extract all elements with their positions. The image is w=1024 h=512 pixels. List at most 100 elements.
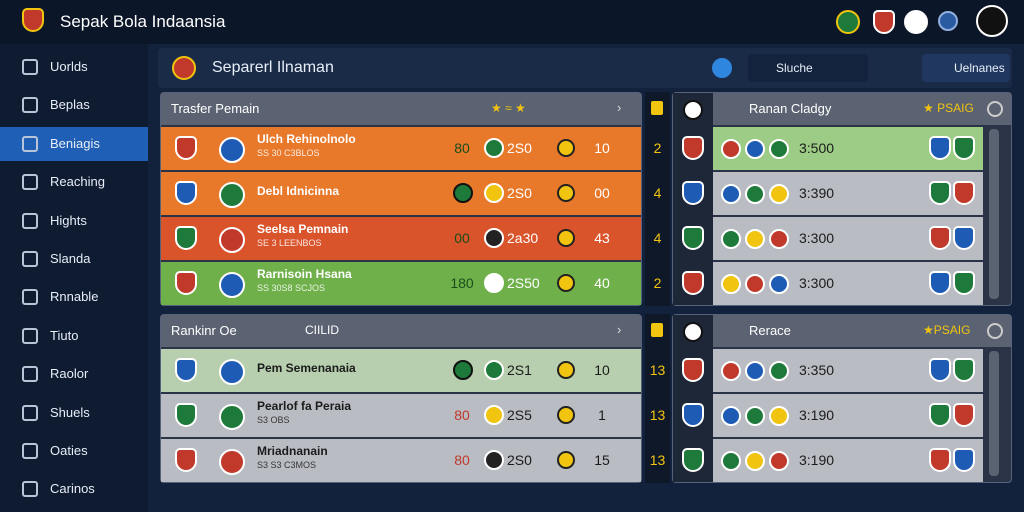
search-button[interactable]: Sluche [748,54,868,82]
club-icon [769,451,789,471]
nav-item[interactable]: Hights [0,204,148,238]
detail-row[interactable]: 3:190 [713,394,983,437]
team-badge [175,226,197,250]
count: 10 [594,140,610,156]
nav-item[interactable]: Shuels [0,396,148,430]
nav-item[interactable]: Raolor [0,357,148,391]
expand-icon[interactable]: › [617,322,622,337]
refresh-icon[interactable] [987,323,1003,339]
score: 80 [454,452,470,468]
detail-row[interactable]: 3:300 [713,217,983,260]
row[interactable]: Pearlof fa Peraia S3 OBS 80 2S5 1 [161,394,641,437]
nav-item[interactable]: Reaching [0,165,148,199]
team-badge [682,181,704,205]
team-badge [929,181,951,205]
player-sub: SS 30 C3BLOS [257,148,320,158]
club-icon [484,273,504,293]
side-number: 4 [653,230,662,246]
icon[interactable] [712,58,732,78]
nav-label: Uorlds [50,59,88,74]
panel-tag: CIILID [305,323,340,337]
value: 2S5 [507,407,532,423]
player-icon [557,406,575,424]
user-button[interactable]: Uelnanes [922,54,1010,82]
row[interactable]: Debl Idnicinna 2S0 00 [161,172,641,215]
nav-item[interactable]: Rnnable [0,280,148,314]
detail-value: 3:500 [799,140,835,156]
icon[interactable] [938,11,958,31]
team-badge [175,271,197,295]
row[interactable]: Pem Semenanaia 2S1 10 [161,349,641,392]
sidebar: Uorlds Beplas Beniagis Reaching Hights Slanda… [0,44,148,512]
header-icon[interactable] [683,100,703,120]
detail-value: 3:300 [799,230,835,246]
nav-item[interactable]: Oaties [0,434,148,468]
header-icon[interactable] [683,322,703,342]
team-badge [953,226,975,250]
nav-item[interactable]: Carinos [0,472,148,506]
club-icon [721,229,741,249]
count: 1 [598,407,606,423]
detail-title: Rerace [749,323,791,338]
detail-value: 3:190 [799,407,835,423]
row[interactable]: Ulch Rehinolnolo SS 30 C3BLOS 80 2S0 10 [161,127,641,170]
nav-icon [22,174,38,191]
detail-row[interactable]: 3:300 [713,262,983,305]
team-badge [219,404,245,430]
side-number: 2 [653,275,662,291]
club-icon [484,405,504,425]
nav-item[interactable]: Tiuto [0,319,148,353]
detail-value: 3:390 [799,185,835,201]
team-badge [953,403,975,427]
club-icon [745,139,765,159]
nav-label: Reaching [50,174,105,190]
team-badge [219,227,245,253]
club-icon [769,406,789,426]
app-title: Sepak Bola Indaansia [60,12,226,31]
icon[interactable] [904,10,928,34]
detail-row[interactable]: 3:390 [713,172,983,215]
scrollbar[interactable] [989,129,999,299]
side-number: 2 [653,140,662,156]
row[interactable]: Seelsa Pemnain SE 3 LEENBOS 00 2a30 43 [161,217,641,260]
player-name: Rarnisoin Hsana [257,267,352,281]
detail-row[interactable]: 3:500 [713,127,983,170]
nav-icon [22,327,38,344]
nav-item[interactable]: Beniagis [0,126,148,161]
club-icon [745,406,765,426]
player-icon [557,229,575,247]
side-icon [651,323,663,337]
nav-item[interactable]: Slanda [0,242,148,276]
icon[interactable] [836,10,860,34]
scrollbar[interactable] [989,351,999,476]
detail-panel: Ranan Cladgy ★ PSAIG 3:500 3:390 3:300 3:300 [672,92,1012,306]
icon[interactable] [873,10,895,34]
value: 2S1 [507,362,532,378]
club-icon [745,229,765,249]
team-badge [682,448,704,472]
player-icon [557,139,575,157]
team-badge [953,136,975,160]
detail-row[interactable]: 3:350 [713,349,983,392]
side-number: 13 [649,362,666,378]
club-icon [721,406,741,426]
detail-row[interactable]: 3:190 [713,439,983,482]
team-badge [175,136,197,160]
detail-value: 3:300 [799,275,835,291]
team-badge [175,181,197,205]
row[interactable]: Rarnisoin Hsana SS 30S8 SCJOS 180 2S50 40 [161,262,641,305]
nav-item[interactable]: Beplas [0,88,148,122]
expand-icon[interactable]: › [617,100,622,115]
row[interactable]: Mriadnanain S3 S3 C3MOS 80 2S0 15 [161,439,641,482]
nav-item[interactable]: Uorlds [0,50,148,84]
nav-label: Oaties [50,443,88,458]
player-icon [557,184,575,202]
club-icon [769,184,789,204]
icon[interactable] [976,5,1008,37]
team-badge [219,449,245,475]
club-icon [484,360,504,380]
club-icon [769,274,789,294]
refresh-icon[interactable] [987,101,1003,117]
